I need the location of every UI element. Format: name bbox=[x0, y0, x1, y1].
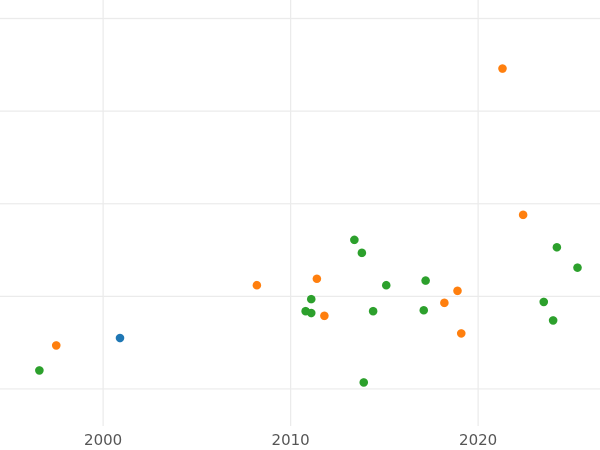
x-tick-label-0: 2000 bbox=[84, 431, 122, 449]
x-tick-label-1: 2010 bbox=[272, 431, 310, 449]
data-point-series-2-3 bbox=[306, 294, 316, 304]
data-point-series-2-14 bbox=[573, 263, 582, 272]
data-point-series-2-10 bbox=[421, 276, 430, 285]
data-points bbox=[35, 64, 582, 387]
grid-lines bbox=[0, 0, 600, 426]
data-point-series-2-11 bbox=[539, 297, 549, 307]
data-point-series-1-1 bbox=[252, 280, 262, 290]
x-axis-tick-labels: 2000 2010 2020 bbox=[84, 431, 497, 449]
data-point-series-2-9 bbox=[419, 305, 429, 315]
data-point-series-1-6 bbox=[456, 329, 466, 338]
data-point-series-2-8 bbox=[381, 280, 391, 290]
data-point-series-2-2 bbox=[306, 308, 316, 318]
data-point-series-2-12 bbox=[548, 316, 558, 325]
x-tick-label-2: 2020 bbox=[459, 431, 497, 449]
data-point-series-1-7 bbox=[498, 64, 507, 73]
data-point-series-2-7 bbox=[368, 306, 378, 316]
data-point-series-1-2 bbox=[312, 274, 322, 284]
data-point-series-1-0 bbox=[51, 341, 61, 350]
data-point-series-1-8 bbox=[518, 210, 528, 220]
data-point-series-2-0 bbox=[35, 366, 44, 375]
data-point-series-1-4 bbox=[440, 298, 449, 308]
data-point-series-2-5 bbox=[357, 248, 367, 258]
data-point-series-2-13 bbox=[552, 242, 562, 252]
data-point-series-1-3 bbox=[320, 311, 329, 321]
data-point-series-0-0 bbox=[115, 333, 125, 343]
data-point-series-2-6 bbox=[359, 378, 369, 387]
data-point-series-2-4 bbox=[350, 235, 359, 245]
data-point-series-1-5 bbox=[453, 286, 462, 296]
